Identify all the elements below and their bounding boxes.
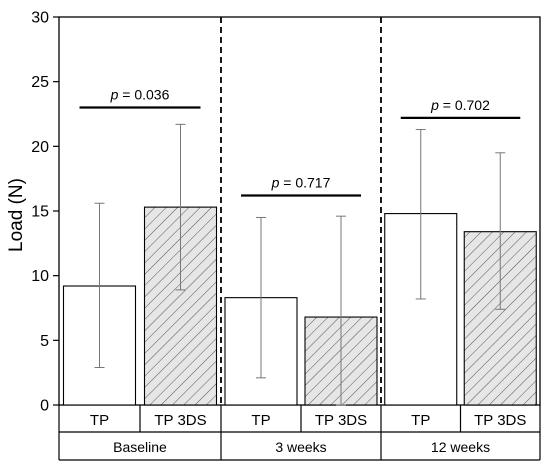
y-tick-label: 0 bbox=[40, 398, 49, 415]
category-label: TP bbox=[411, 412, 430, 429]
y-axis-title: Load (N) bbox=[6, 178, 27, 252]
group-label: 12 weeks bbox=[431, 439, 490, 455]
y-tick-label: 15 bbox=[31, 204, 49, 221]
category-label: TP bbox=[90, 412, 109, 429]
y-tick-label: 20 bbox=[31, 139, 49, 156]
p-value-symbol: p bbox=[110, 87, 119, 103]
p-value-label: p = 0.717 bbox=[271, 174, 331, 190]
p-value-text: = 0.717 bbox=[279, 174, 330, 190]
category-label: TP 3DS bbox=[154, 412, 206, 429]
group-label: 3 weeks bbox=[275, 439, 326, 455]
y-tick-label: 30 bbox=[31, 10, 49, 27]
y-tick-label: 5 bbox=[40, 333, 49, 350]
p-value-text: = 0.036 bbox=[118, 87, 169, 103]
y-tick-label: 25 bbox=[31, 74, 49, 91]
y-tick-label: 10 bbox=[31, 268, 49, 285]
p-value-text: = 0.702 bbox=[439, 97, 490, 113]
category-label: TP 3DS bbox=[474, 412, 526, 429]
p-value-label: p = 0.702 bbox=[430, 97, 490, 113]
group-label: Baseline bbox=[113, 439, 167, 455]
p-value-label: p = 0.036 bbox=[110, 87, 170, 103]
category-label: TP bbox=[251, 412, 270, 429]
p-value-symbol: p bbox=[430, 97, 439, 113]
p-value-symbol: p bbox=[271, 174, 280, 190]
category-label: TP 3DS bbox=[315, 412, 367, 429]
